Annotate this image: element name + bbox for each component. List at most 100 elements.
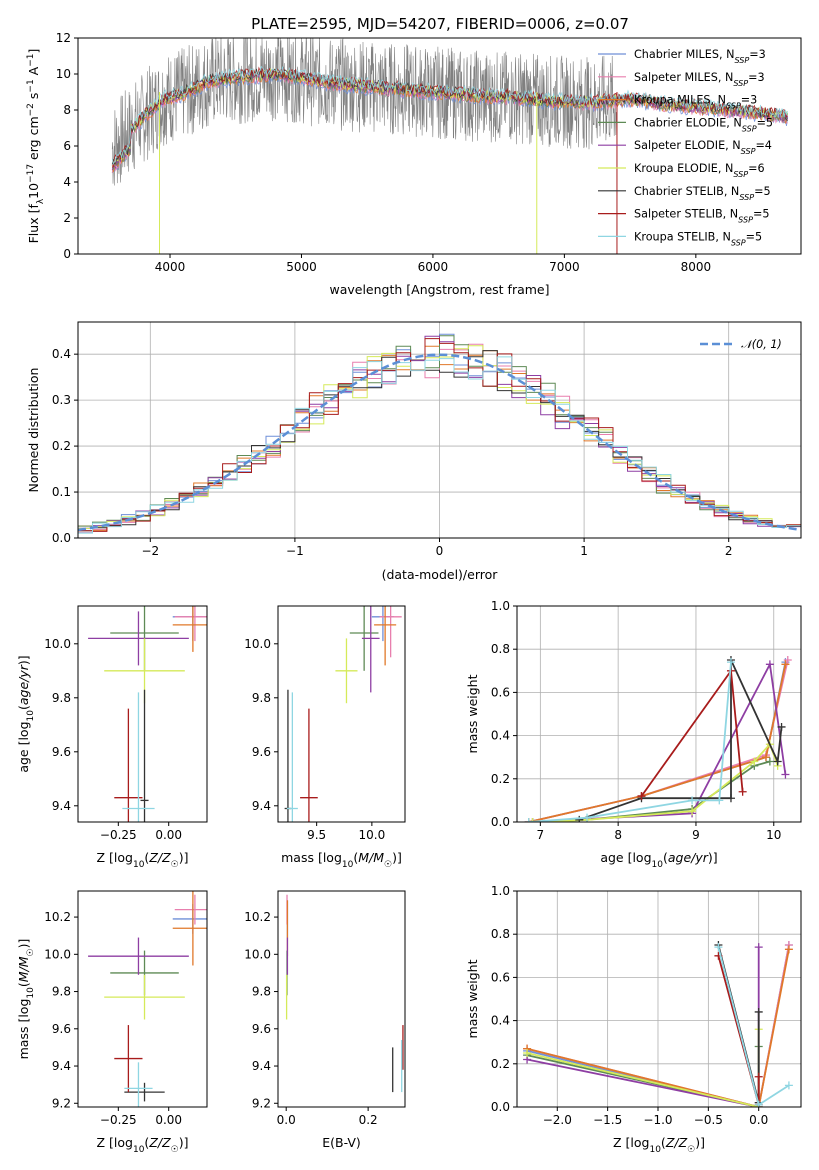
mass-weight-marker (715, 796, 724, 805)
legend-label: Salpeter ELODIE, NSSP=4 (634, 139, 772, 156)
mass-weight-vs-age-ytick-label: 0.2 (491, 772, 510, 786)
mass-weight-line (526, 1029, 760, 1107)
normal-curve (78, 353, 801, 532)
mass-weight-vs-metallicity-plot-area (523, 941, 793, 1107)
mass-weight-line (578, 659, 783, 821)
mass-metallicity-ytick-label: 10.2 (44, 910, 71, 924)
age-metallicity-y-label: age [log10(age/yr)] (16, 655, 36, 772)
mass-weight-vs-age-axes: 7 8 9 10 0.0 0.2 0.4 0.6 0.8 1.0 age [log10(age/yr… (465, 599, 802, 870)
age-mass-xtick-label: 9.5 (307, 828, 326, 842)
age-mass-plot-area (284, 606, 402, 822)
age-metallicity-x-label: Z [log10(Z/Z☉)] (97, 850, 189, 870)
mass-weight-marker (784, 1081, 793, 1090)
age-metallicity-ytick-label: 9.4 (52, 799, 71, 813)
mass-weight-line (526, 949, 790, 1107)
residuals-ytick-label: 0.3 (52, 393, 71, 407)
mass-weight-marker (750, 757, 759, 766)
mass-weight-vs-metallicity-ytick-label: 0.6 (491, 970, 510, 984)
mass-weight-vs-age-xtick-label: 7 (537, 828, 545, 842)
legend-label: Kroupa MILES, NSSP=3 (634, 94, 757, 111)
legend-label: Chabrier STELIB, NSSP=5 (634, 185, 771, 202)
mass-weight-marker (784, 945, 793, 954)
mass-weight-marker (765, 757, 774, 766)
mass-weight-vs-metallicity-ytick-label: 0.0 (491, 1100, 510, 1114)
mass-weight-vs-age-y-label: mass weight (465, 674, 480, 753)
mass-weight-vs-metallicity-axes: −2.0 −1.5 −1.0 −0.5 0.0 0.0 0.2 0.4 0.6 0.8 1.0 Z [… (465, 884, 802, 1155)
mass-metallicity-ytick-label: 9.8 (52, 985, 71, 999)
mass-metallicity-ytick-label: 9.6 (52, 1022, 71, 1036)
age-metallicity-xtick-label: −0.25 (100, 828, 137, 842)
mass-metallicity-y-label: mass [log10(M/M☉)] (16, 939, 36, 1060)
mass-weight-marker (738, 787, 747, 796)
mass-weight-marker (754, 1100, 763, 1107)
mass-weight-vs-age-x-label: age [log10(age/yr)] (600, 850, 717, 870)
mass-extinction-ytick-label: 10.2 (244, 910, 271, 924)
mass-weight-marker (688, 796, 697, 805)
mass-weight-marker (781, 770, 790, 779)
mass-weight-marker (765, 660, 774, 669)
mass-weight-vs-metallicity-xtick-label: −1.5 (593, 1113, 622, 1127)
age-metallicity-ytick-label: 9.6 (52, 745, 71, 759)
spectrum-xtick-label: 4000 (155, 260, 186, 274)
mass-weight-marker (761, 753, 770, 762)
legend-label: Salpeter MILES, NSSP=3 (634, 71, 765, 88)
spectrum-ytick-label: 4 (63, 175, 71, 189)
mass-extinction-ytick-label: 9.6 (252, 1022, 271, 1036)
spectrum-xtick-label: 7000 (549, 260, 580, 274)
age-metallicity-ytick-label: 9.8 (52, 691, 71, 705)
mass-extinction-ytick-label: 9.2 (252, 1096, 271, 1110)
mass-extinction-ytick-label: 9.8 (252, 985, 271, 999)
mass-weight-vs-age-ytick-label: 0.8 (491, 642, 510, 656)
mass-weight-marker (726, 658, 735, 667)
residuals-plot-area (78, 333, 801, 534)
figure-title: PLATE=2595, MJD=54207, FIBERID=0006, z=0… (251, 15, 629, 33)
mass-metallicity-xtick-label: 0.00 (155, 1113, 182, 1127)
spectrum-ytick-label: 10 (56, 67, 71, 81)
mass-extinction-plot-area (285, 894, 404, 1093)
mass-weight-vs-metallicity-xtick-label: −0.5 (694, 1113, 723, 1127)
spectrum-ytick-label: 8 (63, 103, 71, 117)
mass-weight-line (640, 668, 744, 797)
residuals-xtick-label: 2 (725, 544, 733, 558)
mass-weight-vs-metallicity-x-label: Z [log10(Z/Z☉)] (613, 1135, 705, 1155)
age-mass-ytick-label: 9.8 (252, 691, 271, 705)
spectrum-xtick-label: 5000 (286, 260, 317, 274)
mass-weight-vs-age-xtick-label: 10 (766, 828, 781, 842)
residuals-x-label: (data-model)/error (382, 567, 499, 582)
spectrum-ytick-label: 0 (63, 247, 71, 261)
mass-weight-vs-age-xtick-label: 9 (692, 828, 700, 842)
residuals-ytick-label: 0.0 (52, 531, 71, 545)
age-metallicity-plot-area (88, 606, 207, 822)
legend-label: Chabrier MILES, NSSP=3 (634, 48, 766, 65)
legend-label: Kroupa ELODIE, NSSP=6 (634, 162, 765, 179)
mass-weight-marker (783, 656, 792, 664)
residual-histogram (78, 338, 801, 532)
age-mass-ytick-label: 9.6 (252, 745, 271, 759)
age-mass-frame (277, 605, 406, 823)
mass-weight-marker (637, 792, 646, 801)
residuals-y-label: Normed distribution (26, 368, 41, 493)
mass-weight-marker (773, 757, 782, 766)
mass-metallicity-axes: −0.25 0.00 9.2 9.4 9.6 9.8 10.0 10.2 Z [log10(Z/… (16, 890, 208, 1155)
spectrum-legend: Chabrier MILES, NSSP=3 Salpeter MILES, NS… (598, 48, 773, 247)
mass-metallicity-ytick-label: 9.2 (52, 1096, 71, 1110)
age-metallicity-axes: −0.25 0.00 9.4 9.6 9.8 10.0 Z [log10(Z/Z☉)] age… (16, 605, 208, 870)
mass-metallicity-x-label: Z [log10(Z/Z☉)] (97, 1135, 189, 1155)
mass-weight-vs-age-ytick-label: 0.0 (491, 815, 510, 829)
mass-weight-marker (781, 660, 790, 669)
spectrum-ytick-label: 6 (63, 139, 71, 153)
mass-extinction-x-label: E(B-V) (322, 1135, 361, 1150)
mass-weight-vs-metallicity-xtick-label: −1.0 (643, 1113, 672, 1127)
residuals-xtick-label: 1 (580, 544, 588, 558)
mass-weight-marker (754, 1007, 763, 1016)
mass-weight-marker (524, 818, 533, 822)
age-mass-ytick-label: 9.4 (252, 799, 271, 813)
mass-weight-vs-age-plot-area (524, 656, 792, 822)
spectrum-axes: 4000 5000 6000 7000 8000 0 2 4 6 8 10 12 Chabrier MI… (26, 31, 802, 297)
age-mass-ytick-label: 10.0 (244, 637, 271, 651)
mass-metallicity-xtick-label: −0.25 (100, 1113, 137, 1127)
residuals-xtick-label: −2 (141, 544, 159, 558)
mass-weight-vs-age-ytick-label: 0.6 (491, 685, 510, 699)
mass-weight-vs-metallicity-ytick-label: 0.4 (491, 1014, 510, 1028)
